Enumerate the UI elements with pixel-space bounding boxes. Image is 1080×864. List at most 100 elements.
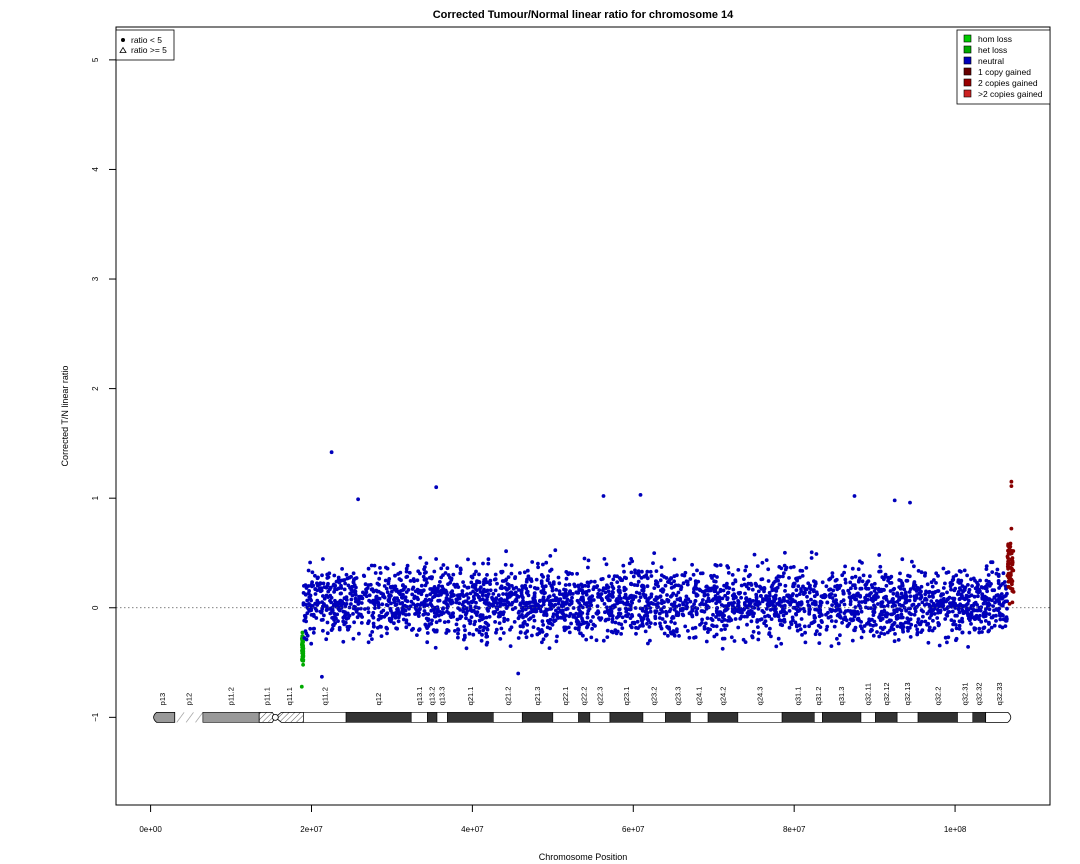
data-point (930, 593, 935, 598)
data-point (759, 617, 764, 621)
data-point (755, 564, 760, 568)
data-point (864, 586, 868, 590)
data-point (441, 563, 446, 567)
data-point (479, 638, 484, 643)
data-point (491, 592, 496, 596)
data-point (861, 629, 866, 634)
data-point (564, 601, 568, 605)
data-point (306, 584, 311, 588)
data-point (492, 611, 497, 616)
data-point (536, 627, 541, 631)
data-point (1005, 606, 1009, 611)
data-point (466, 557, 470, 562)
data-point (912, 564, 916, 569)
data-point (768, 593, 772, 598)
data-point (648, 609, 653, 614)
data-point (419, 583, 424, 588)
data-point (950, 628, 954, 633)
data-point (762, 610, 766, 615)
data-point (669, 594, 673, 599)
data-point (778, 582, 783, 587)
data-point (403, 595, 408, 600)
data-point (905, 616, 910, 621)
data-point (948, 601, 952, 605)
data-point (474, 600, 478, 605)
data-point (888, 628, 892, 633)
data-point (624, 602, 629, 607)
data-point (817, 641, 822, 645)
data-point (956, 607, 961, 612)
data-point (895, 624, 900, 629)
data-point (640, 588, 645, 593)
data-point (481, 628, 486, 633)
data-point (859, 586, 864, 591)
data-point (324, 605, 329, 609)
data-point (766, 603, 770, 608)
data-point (601, 638, 606, 643)
data-point (359, 601, 364, 605)
data-point (787, 625, 792, 630)
data-point (959, 569, 963, 574)
data-point (985, 589, 989, 594)
data-point (587, 581, 591, 585)
data-point (815, 629, 819, 633)
data-point (467, 631, 472, 636)
data-point (407, 612, 411, 617)
data-point (800, 569, 805, 573)
data-point (430, 618, 434, 623)
data-point (671, 629, 676, 633)
data-point (587, 588, 591, 593)
data-point (382, 595, 387, 600)
data-point (990, 588, 995, 593)
data-point (607, 593, 611, 597)
y-tick-label: 1 (91, 495, 100, 500)
data-point (333, 598, 337, 603)
data-point (987, 597, 992, 601)
data-point (318, 609, 323, 614)
data-point (429, 608, 434, 613)
data-point (941, 586, 946, 590)
data-point (541, 637, 546, 642)
data-point (690, 562, 694, 567)
data-point (528, 584, 533, 589)
data-point (617, 590, 621, 594)
data-point (833, 608, 838, 613)
data-point (714, 632, 719, 637)
data-point (649, 594, 653, 599)
data-point (706, 630, 710, 634)
data-point (370, 630, 375, 634)
data-point (701, 598, 705, 602)
data-point (949, 587, 953, 592)
data-point (526, 611, 531, 616)
data-point (458, 571, 463, 576)
data-point (396, 608, 400, 612)
data-point (622, 595, 627, 600)
data-point (430, 590, 435, 595)
data-point (923, 592, 928, 597)
outlier-point (320, 674, 324, 679)
outlier-point (1009, 479, 1014, 484)
data-point (585, 612, 590, 616)
data-point (505, 617, 510, 622)
data-point (658, 621, 662, 626)
data-point (803, 640, 808, 645)
data-point (635, 583, 640, 588)
data-point (907, 606, 911, 611)
outlier-point (356, 497, 360, 502)
data-point (672, 632, 676, 637)
x-tick-label: 1e+08 (944, 825, 967, 834)
data-point (921, 609, 925, 614)
data-point (794, 623, 799, 628)
data-point (764, 594, 769, 599)
data-point (672, 574, 677, 579)
data-point (410, 592, 415, 597)
data-point (554, 612, 559, 617)
data-point (564, 607, 568, 612)
data-point (466, 601, 471, 605)
data-point (506, 575, 511, 579)
data-point (636, 579, 641, 584)
data-point (751, 599, 755, 603)
data-point (980, 592, 985, 597)
points-layer (299, 450, 1016, 689)
data-point (441, 573, 445, 577)
